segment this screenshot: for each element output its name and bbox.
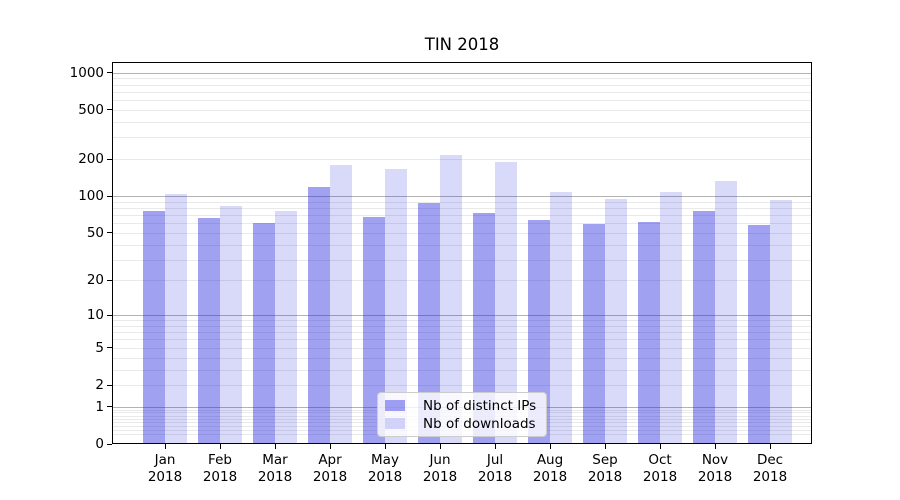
x-tick-mark: [274, 444, 276, 449]
bar-downloads-aug: [550, 192, 572, 444]
y-tick-mark: [107, 347, 112, 349]
bar-distinct-ips-aug: [528, 219, 550, 444]
y-tick-mark: [107, 195, 112, 197]
bar-downloads-may: [385, 169, 407, 444]
y-tick-label: 20: [86, 272, 104, 289]
y-gridline-minor: [112, 201, 812, 203]
x-tick-label: Feb 2018: [202, 452, 238, 485]
x-tick-mark: [329, 444, 331, 449]
bar-downloads-jun: [440, 154, 462, 444]
bar-distinct-ips-jul: [473, 212, 495, 444]
bar-downloads-sep: [605, 199, 627, 444]
bar-distinct-ips-may: [363, 217, 385, 444]
y-tick-label: 500: [78, 101, 104, 118]
y-tick-mark: [107, 384, 112, 386]
x-tick-mark: [384, 444, 386, 449]
x-tick-mark: [659, 444, 661, 449]
x-tick-label: Oct 2018: [642, 452, 678, 485]
legend-row-downloads: Nb of downloads: [385, 417, 536, 431]
y-gridline-minor: [112, 159, 812, 160]
y-tick-mark: [107, 232, 112, 234]
x-tick-label: Dec 2018: [752, 452, 788, 485]
y-tick-label: 100: [78, 188, 104, 204]
y-gridline-minor: [112, 84, 812, 86]
y-tick-label: 2: [95, 377, 104, 393]
bar-downloads-jul: [495, 161, 517, 444]
y-tick-label: 10: [86, 307, 104, 324]
x-tick-label: Aug 2018: [532, 452, 568, 485]
bar-distinct-ips-dec: [748, 224, 770, 444]
x-tick-label: Apr 2018: [312, 452, 348, 485]
bar-downloads-dec: [770, 199, 792, 444]
y-tick-mark: [107, 109, 112, 111]
y-tick-label: 50: [86, 224, 104, 241]
y-tick-mark: [107, 158, 112, 160]
bar-distinct-ips-sep: [583, 224, 605, 444]
x-tick-mark: [769, 444, 771, 449]
x-tick-label: Jul 2018: [477, 452, 513, 485]
legend-row-distinct-ips: Nb of distinct IPs: [385, 399, 536, 413]
chart-title: TIN 2018: [424, 35, 500, 54]
y-gridline-minor: [112, 137, 812, 139]
y-gridline-minor: [112, 78, 812, 80]
bar-downloads-feb: [220, 205, 242, 444]
bar-downloads-oct: [660, 191, 682, 444]
bar-distinct-ips-nov: [693, 210, 715, 444]
y-gridline-minor: [112, 100, 812, 102]
y-gridline-minor: [112, 91, 812, 93]
y-tick-mark: [107, 72, 112, 74]
x-tick-label: Sep 2018: [587, 452, 623, 485]
x-tick-label: Nov 2018: [697, 452, 733, 485]
y-gridline-minor: [112, 207, 812, 209]
y-tick-label: 1: [95, 398, 104, 415]
legend-label-distinct-ips: Nb of distinct IPs: [423, 397, 537, 414]
y-tick-label: 1000: [69, 64, 104, 81]
legend-label-downloads: Nb of downloads: [423, 415, 536, 432]
x-tick-mark: [549, 444, 551, 449]
legend-swatch-downloads-icon: [385, 418, 405, 429]
bar-downloads-mar: [275, 211, 297, 444]
bar-distinct-ips-jan: [143, 210, 165, 444]
y-gridline-major: [112, 196, 812, 197]
bar-distinct-ips-apr: [308, 186, 330, 444]
y-tick-label: 200: [78, 151, 104, 167]
bar-downloads-nov: [715, 180, 737, 444]
x-tick-mark: [164, 444, 166, 449]
bar-downloads-apr: [330, 165, 352, 444]
y-tick-mark: [107, 443, 112, 445]
x-tick-label: Jun 2018: [422, 452, 458, 485]
bar-downloads-jan: [165, 194, 187, 444]
x-tick-mark: [219, 444, 221, 449]
x-tick-mark: [714, 444, 716, 449]
bar-distinct-ips-feb: [198, 218, 220, 444]
y-tick-mark: [107, 314, 112, 316]
y-gridline-major: [112, 72, 812, 74]
y-gridline-minor: [112, 109, 812, 111]
x-tick-label: Mar 2018: [257, 452, 293, 485]
plot-area: [112, 62, 812, 444]
x-tick-mark: [604, 444, 606, 449]
y-tick-label: 5: [95, 339, 104, 356]
legend: Nb of distinct IPs Nb of downloads: [377, 392, 547, 437]
bar-distinct-ips-jun: [418, 203, 440, 444]
y-gridline-minor: [112, 121, 812, 123]
y-tick-label: 0: [95, 436, 104, 452]
y-tick-mark: [107, 406, 112, 408]
x-tick-label: May 2018: [367, 452, 403, 485]
x-tick-mark: [494, 444, 496, 449]
y-tick-mark: [107, 279, 112, 281]
x-tick-label: Jan 2018: [147, 452, 183, 485]
x-tick-mark: [439, 444, 441, 449]
bar-distinct-ips-oct: [638, 222, 660, 444]
legend-swatch-distinct-ips-icon: [385, 400, 405, 411]
bar-distinct-ips-mar: [253, 223, 275, 444]
